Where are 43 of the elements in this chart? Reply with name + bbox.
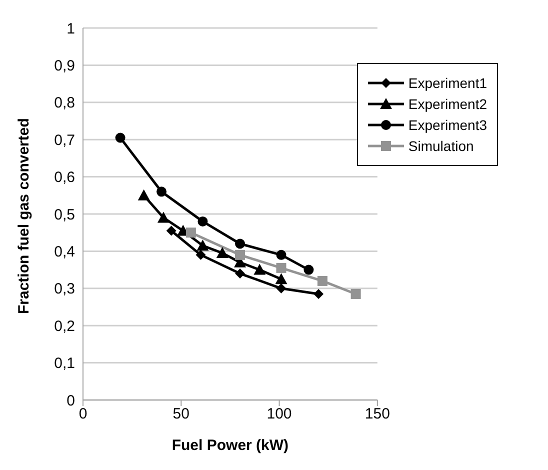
y-tick-label: 0,9	[54, 58, 75, 75]
y-axis-title: Fraction fuel gas converted	[15, 118, 32, 314]
y-tick-label: 0,1	[54, 355, 75, 372]
point	[276, 283, 286, 294]
point	[235, 238, 246, 249]
y-tick-label: 0,7	[54, 132, 75, 149]
point	[115, 132, 126, 143]
point	[196, 240, 209, 251]
legend-label: Experiment1	[408, 75, 487, 91]
point	[157, 212, 170, 223]
x-tick-label: 0	[78, 406, 88, 423]
point	[196, 250, 206, 260]
point	[235, 268, 246, 279]
x-axis-title: Fuel Power (kW)	[172, 437, 289, 454]
x-tick-label: 50	[172, 406, 190, 423]
legend-label: Simulation	[408, 138, 474, 154]
point	[216, 247, 228, 258]
legend-label: Experiment2	[408, 96, 487, 112]
y-tick-label: 0,3	[54, 280, 75, 298]
point	[156, 186, 167, 197]
point	[276, 250, 286, 260]
point	[317, 276, 328, 286]
point	[314, 288, 324, 299]
point	[166, 226, 176, 236]
y-tick-label: 0,5	[54, 206, 75, 224]
y-tick-label: 1	[66, 20, 75, 38]
y-tick-label: 0,6	[54, 169, 75, 186]
point	[138, 189, 150, 200]
point	[304, 264, 314, 275]
x-tick-label: 150	[364, 406, 390, 423]
point	[186, 228, 196, 238]
x-tick-label: 100	[266, 406, 292, 423]
legend-label: Experiment3	[408, 117, 487, 133]
y-tick-label: 0	[66, 392, 75, 410]
y-tick-label: 0,4	[54, 244, 75, 261]
y-tick-label: 0,8	[54, 94, 75, 112]
y-tick-label: 0,2	[54, 318, 75, 335]
point	[276, 262, 286, 273]
point	[254, 264, 266, 275]
point	[275, 273, 288, 284]
point	[350, 288, 361, 299]
point	[198, 216, 208, 226]
point	[235, 250, 246, 260]
